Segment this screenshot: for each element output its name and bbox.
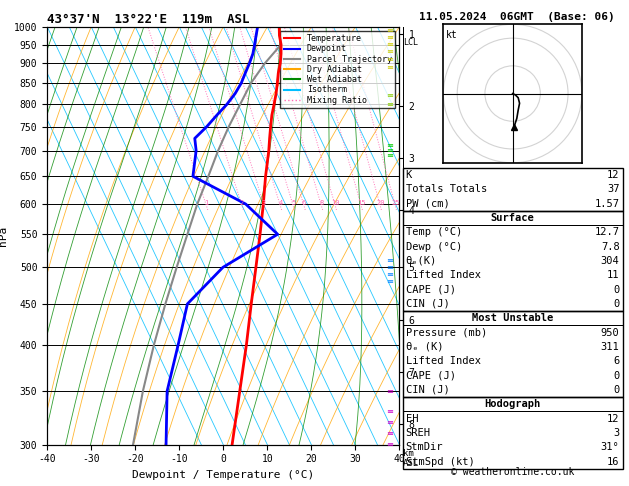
Text: EH: EH: [406, 414, 418, 424]
Text: 0: 0: [613, 385, 620, 395]
Text: 11: 11: [607, 270, 620, 280]
Text: 12: 12: [607, 414, 620, 424]
Text: 1: 1: [204, 200, 209, 206]
Text: ≡: ≡: [386, 151, 394, 160]
Text: ≡: ≡: [386, 141, 394, 150]
Text: 31°: 31°: [601, 442, 620, 452]
Text: 6: 6: [302, 200, 306, 206]
Text: ≡: ≡: [386, 63, 394, 71]
Text: 8: 8: [320, 200, 323, 206]
Text: ≡: ≡: [386, 263, 394, 272]
Text: 3: 3: [262, 200, 266, 206]
Text: km
ASL: km ASL: [403, 449, 419, 469]
Text: 12.7: 12.7: [594, 227, 620, 237]
Text: ≡: ≡: [386, 270, 394, 279]
Text: θₑ(K): θₑ(K): [406, 256, 437, 266]
Text: 3: 3: [613, 428, 620, 438]
Text: 4: 4: [278, 200, 282, 206]
Text: 311: 311: [601, 342, 620, 352]
Text: ≡: ≡: [386, 55, 394, 64]
Text: ≡: ≡: [386, 256, 394, 265]
Text: Hodograph: Hodograph: [484, 399, 541, 409]
Text: 16: 16: [607, 456, 620, 467]
Legend: Temperature, Dewpoint, Parcel Trajectory, Dry Adiabat, Wet Adiabat, Isotherm, Mi: Temperature, Dewpoint, Parcel Trajectory…: [281, 31, 395, 108]
Text: 6: 6: [613, 356, 620, 366]
Text: © weatheronline.co.uk: © weatheronline.co.uk: [451, 467, 574, 477]
Text: ≡: ≡: [386, 48, 394, 56]
Text: 0: 0: [613, 284, 620, 295]
Text: Lifted Index: Lifted Index: [406, 356, 481, 366]
Text: 10: 10: [331, 200, 340, 206]
Text: PW (cm): PW (cm): [406, 198, 450, 208]
Text: 37: 37: [607, 184, 620, 194]
Text: ≡: ≡: [386, 407, 394, 416]
Text: Pressure (mb): Pressure (mb): [406, 328, 487, 338]
Text: CIN (J): CIN (J): [406, 385, 450, 395]
Text: 0: 0: [613, 370, 620, 381]
Text: 950: 950: [601, 328, 620, 338]
Text: ≡: ≡: [386, 440, 394, 449]
Text: StmSpd (kt): StmSpd (kt): [406, 456, 474, 467]
Text: Temp (°C): Temp (°C): [406, 227, 462, 237]
Text: ≡: ≡: [386, 40, 394, 49]
Text: 0: 0: [613, 299, 620, 309]
Text: ≡: ≡: [386, 26, 394, 35]
Text: SREH: SREH: [406, 428, 431, 438]
Text: ≡: ≡: [386, 91, 394, 100]
Text: ≡: ≡: [386, 387, 394, 396]
Text: 12: 12: [607, 170, 620, 180]
Text: Dewp (°C): Dewp (°C): [406, 242, 462, 252]
Text: LCL: LCL: [404, 38, 418, 47]
Text: CIN (J): CIN (J): [406, 299, 450, 309]
Text: Surface: Surface: [491, 213, 535, 223]
Text: 1.57: 1.57: [594, 198, 620, 208]
Text: 20: 20: [376, 200, 384, 206]
Y-axis label: hPa: hPa: [0, 226, 8, 246]
Text: 2: 2: [240, 200, 244, 206]
Text: 43°37'N  13°22'E  119m  ASL: 43°37'N 13°22'E 119m ASL: [47, 13, 250, 26]
Text: ≡: ≡: [386, 146, 394, 155]
Text: Most Unstable: Most Unstable: [472, 313, 554, 323]
X-axis label: Dewpoint / Temperature (°C): Dewpoint / Temperature (°C): [132, 470, 314, 480]
Text: CAPE (J): CAPE (J): [406, 370, 455, 381]
Text: ≡: ≡: [386, 277, 394, 286]
Text: ≡: ≡: [386, 100, 394, 109]
Text: 25: 25: [391, 200, 399, 206]
Text: 7.8: 7.8: [601, 242, 620, 252]
Text: Totals Totals: Totals Totals: [406, 184, 487, 194]
Text: CAPE (J): CAPE (J): [406, 284, 455, 295]
Text: 15: 15: [357, 200, 365, 206]
Text: StmDir: StmDir: [406, 442, 443, 452]
Text: kt: kt: [446, 30, 458, 40]
Text: ≡: ≡: [386, 418, 394, 427]
Text: 304: 304: [601, 256, 620, 266]
Text: ≡: ≡: [386, 33, 394, 42]
Text: 11.05.2024  06GMT  (Base: 06): 11.05.2024 06GMT (Base: 06): [419, 12, 615, 22]
Text: ≡: ≡: [386, 429, 394, 438]
Text: 5: 5: [291, 200, 296, 206]
Text: K: K: [406, 170, 412, 180]
Text: θₑ (K): θₑ (K): [406, 342, 443, 352]
Text: Lifted Index: Lifted Index: [406, 270, 481, 280]
